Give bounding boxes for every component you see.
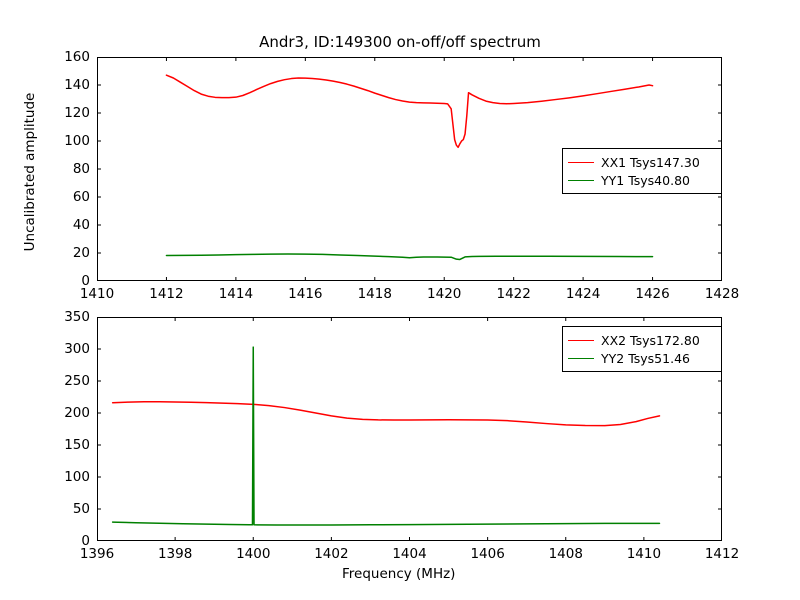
x-tick-label: 1428: [705, 286, 739, 302]
x-tick-label: 1416: [288, 286, 322, 302]
y-tick-label: 40: [0, 217, 90, 233]
y-tick-label: 140: [0, 77, 90, 93]
y-tick-label: 0: [0, 273, 90, 289]
y-tick-label: 120: [0, 105, 90, 121]
x-tick-label: 1414: [219, 286, 253, 302]
figure-title: Andr3, ID:149300 on-off/off spectrum: [0, 33, 800, 51]
legend-item: XX2 Tsys172.80: [568, 331, 715, 349]
x-tick-label: 1408: [549, 546, 583, 562]
x-tick-label: 1420: [427, 286, 461, 302]
legend-label-xx1: XX1 Tsys147.30: [601, 155, 700, 170]
x-tick-label: 1404: [392, 546, 426, 562]
legend-line-swatch-yy2: [568, 358, 594, 359]
lower-legend: XX2 Tsys172.80 YY2 Tsys51.46: [562, 326, 722, 372]
legend-label-xx2: XX2 Tsys172.80: [601, 333, 700, 348]
y-tick-label: 50: [0, 501, 90, 517]
legend-line-swatch-xx1: [568, 162, 594, 163]
x-axis-label: Frequency (MHz): [342, 566, 455, 582]
y-tick-label: 100: [0, 133, 90, 149]
legend-line-swatch-xx2: [568, 340, 594, 341]
spectrum-figure: Andr3, ID:149300 on-off/off spectrum Unc…: [0, 0, 800, 600]
legend-item: YY1 Tsys40.80: [568, 171, 715, 189]
legend-item: XX1 Tsys147.30: [568, 153, 715, 171]
legend-item: YY2 Tsys51.46: [568, 349, 715, 367]
y-tick-label: 60: [0, 189, 90, 205]
x-tick-label: 1426: [635, 286, 669, 302]
y-tick-label: 350: [0, 309, 90, 325]
x-tick-label: 1400: [236, 546, 270, 562]
x-tick-label: 1424: [566, 286, 600, 302]
x-tick-label: 1412: [149, 286, 183, 302]
x-tick-label: 1398: [158, 546, 192, 562]
y-tick-label: 20: [0, 245, 90, 261]
legend-label-yy1: YY1 Tsys40.80: [601, 173, 690, 188]
y-tick-label: 300: [0, 341, 90, 357]
y-tick-label: 250: [0, 373, 90, 389]
legend-line-swatch-yy1: [568, 180, 594, 181]
x-tick-label: 1410: [627, 546, 661, 562]
x-tick-label: 1406: [470, 546, 504, 562]
upper-legend: XX1 Tsys147.30 YY1 Tsys40.80: [562, 148, 722, 194]
y-tick-label: 200: [0, 405, 90, 421]
x-tick-label: 1412: [705, 546, 739, 562]
x-tick-label: 1418: [358, 286, 392, 302]
y-tick-label: 0: [0, 533, 90, 549]
legend-label-yy2: YY2 Tsys51.46: [601, 351, 690, 366]
y-tick-label: 160: [0, 49, 90, 65]
x-tick-label: 1422: [496, 286, 530, 302]
x-tick-label: 1402: [314, 546, 348, 562]
y-tick-label: 100: [0, 469, 90, 485]
y-tick-label: 150: [0, 437, 90, 453]
y-tick-label: 80: [0, 161, 90, 177]
